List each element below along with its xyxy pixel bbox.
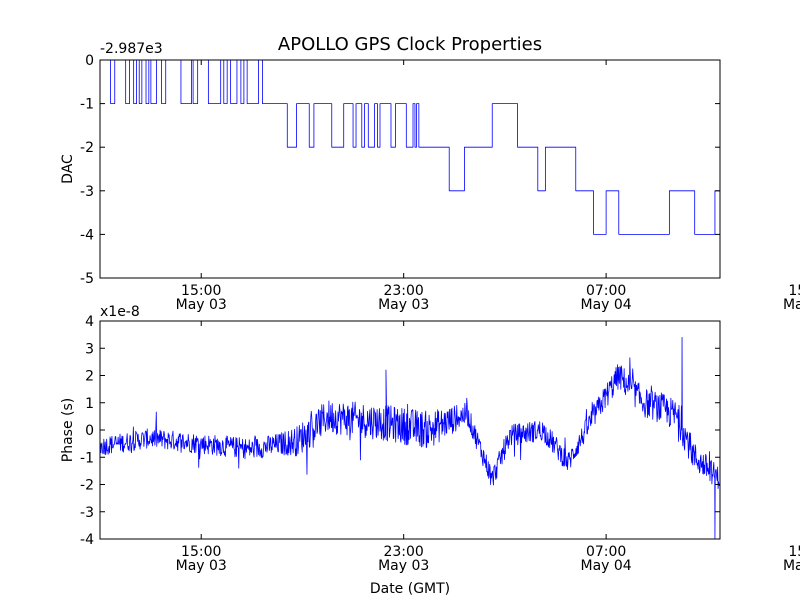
dac-plot-area [100, 60, 720, 278]
dac-y-tick-label: 0 [85, 53, 94, 69]
phase-y-tick-label: 0 [85, 423, 94, 439]
phase-plot-area [100, 336, 720, 539]
phase-x-tick-label-time: 15:00 [181, 544, 221, 560]
phase-y-tick-label: -2 [80, 478, 94, 494]
phase-x-tick-label-time: 07:00 [586, 544, 626, 560]
phase-offset-label: x1e-8 [100, 304, 140, 320]
phase-y-tick-label: 3 [85, 341, 94, 357]
dac-axes-frame [99, 59, 721, 279]
phase-x-tick-label-date: May 03 [378, 558, 429, 574]
dac-x-tick-label-date: May 03 [176, 297, 227, 313]
phase-y-tick-label: 4 [85, 314, 94, 330]
phase-x-tick-label-time: 23:00 [383, 544, 423, 560]
phase-series-line [100, 336, 720, 539]
dac-offset-label: -2.987e3 [100, 41, 163, 57]
dac-x-tick-label-time: 15:00 [181, 283, 221, 299]
dac-y-tick-label: -5 [80, 271, 94, 287]
chart-title: APOLLO GPS Clock Properties [278, 34, 542, 55]
dac-x-tick-label-date: May 04 [581, 297, 632, 313]
phase-y-axis-label: Phase (s) [60, 398, 76, 462]
dac-y-tick-label: -3 [80, 184, 94, 200]
phase-x-tick-label-date: May 04 [581, 558, 632, 574]
dac-series-line [100, 60, 720, 278]
phase-y-tick-label: -1 [80, 450, 94, 466]
phase-y-tick-label: 2 [85, 369, 94, 385]
phase-y-tick-label: -3 [80, 505, 94, 521]
dac-x-tick-label-time: 07:00 [586, 283, 626, 299]
dac-x-tick-label-date: May 04 [783, 297, 800, 313]
dac-x-tick-label-date: May 03 [378, 297, 429, 313]
phase-x-tick-label-date: May 04 [783, 558, 800, 574]
dac-y-axis-label: DAC [60, 154, 76, 184]
dac-y-tick-label: -4 [80, 227, 94, 243]
phase-y-tick-label: 1 [85, 396, 94, 412]
phase-x-tick-label-time: 15:00 [788, 544, 800, 560]
phase-x-tick-label-date: May 03 [176, 558, 227, 574]
dac-x-tick-label-time: 23:00 [383, 283, 423, 299]
dac-y-tick-label: -1 [80, 97, 94, 113]
phase-y-tick-label: -4 [80, 532, 94, 548]
dac-y-tick-label: -2 [80, 140, 94, 156]
dac-x-tick-label-time: 15:00 [788, 283, 800, 299]
x-axis-label: Date (GMT) [370, 581, 450, 597]
